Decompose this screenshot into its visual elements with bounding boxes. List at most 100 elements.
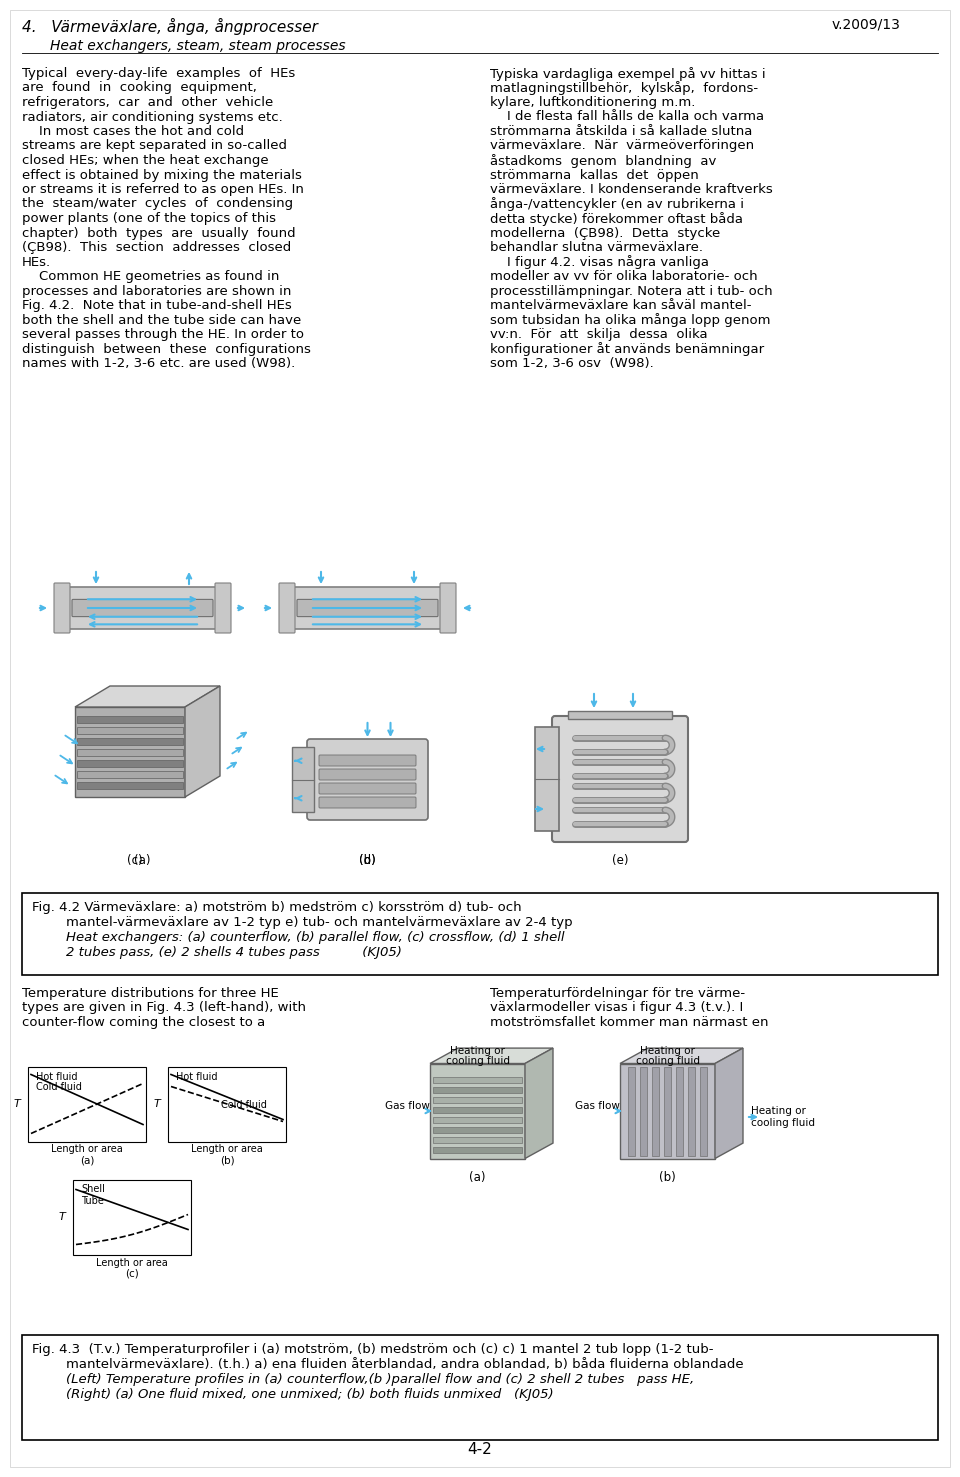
Text: Heating or: Heating or [640,1046,695,1056]
Text: Fig. 4.2.  Note that in tube-and-shell HEs: Fig. 4.2. Note that in tube-and-shell HE… [22,298,292,312]
Text: mantelvärmeväxlare). (t.h.) a) ena fluiden återblandad, andra oblandad, b) båda : mantelvärmeväxlare). (t.h.) a) ena fluid… [32,1357,744,1371]
Text: värmeväxlare. I kondenserande kraftverks: värmeväxlare. I kondenserande kraftverks [490,183,773,196]
Text: Fig. 4.2 Värmeväxlare: a) motström b) medström c) korsström d) tub- och: Fig. 4.2 Värmeväxlare: a) motström b) me… [32,901,521,914]
Polygon shape [77,761,183,767]
Text: Cold fluid: Cold fluid [221,1100,267,1111]
Bar [168,1066,286,1142]
Text: matlagningstillbehör,  kylskåp,  fordons-: matlagningstillbehör, kylskåp, fordons- [490,81,758,96]
Text: (Left) Temperature profiles in (a) counterflow,(b )parallel flow and (c) 2 shell: (Left) Temperature profiles in (a) count… [32,1374,694,1385]
FancyBboxPatch shape [54,583,70,634]
Text: 4-2: 4-2 [468,1442,492,1456]
Polygon shape [676,1066,683,1155]
Polygon shape [75,685,220,707]
Text: Gas flow: Gas flow [385,1102,430,1111]
Polygon shape [77,716,183,724]
FancyBboxPatch shape [22,894,938,975]
Text: Length or area: Length or area [96,1257,168,1267]
Polygon shape [77,738,183,744]
Text: refrigerators,  car  and  other  vehicle: refrigerators, car and other vehicle [22,96,274,109]
Text: I de flesta fall hålls de kalla och varma: I de flesta fall hålls de kalla och varm… [490,111,764,124]
Polygon shape [433,1146,522,1152]
Text: Common HE geometries as found in: Common HE geometries as found in [22,270,279,284]
Text: power plants (one of the topics of this: power plants (one of the topics of this [22,213,276,225]
Text: types are given in Fig. 4.3 (left-hand), with: types are given in Fig. 4.3 (left-hand),… [22,1001,306,1015]
Text: ånga-/vattencykler (en av rubrikerna i: ånga-/vattencykler (en av rubrikerna i [490,198,744,211]
Text: (e): (e) [612,854,628,867]
Polygon shape [77,727,183,734]
Text: Shell: Shell [81,1185,105,1195]
Text: Hot fluid: Hot fluid [36,1071,78,1081]
Polygon shape [664,1066,671,1155]
Text: are  found  in  cooking  equipment,: are found in cooking equipment, [22,81,257,95]
Polygon shape [620,1063,715,1158]
Text: cooling fluid: cooling fluid [445,1056,510,1066]
Text: effect is obtained by mixing the materials: effect is obtained by mixing the materia… [22,168,301,182]
Text: T: T [154,1099,160,1109]
Text: Fig. 4.3  (T.v.) Temperaturprofiler i (a) motström, (b) medström och (c) c) 1 ma: Fig. 4.3 (T.v.) Temperaturprofiler i (a)… [32,1343,713,1356]
FancyBboxPatch shape [319,770,416,780]
Text: cooling fluid: cooling fluid [636,1056,700,1066]
Text: counter-flow coming the closest to a: counter-flow coming the closest to a [22,1016,265,1029]
Polygon shape [640,1066,647,1155]
Text: åstadkoms  genom  blandning  av: åstadkoms genom blandning av [490,154,716,168]
Text: Typiska vardagliga exempel på vv hittas i: Typiska vardagliga exempel på vv hittas … [490,66,766,81]
FancyBboxPatch shape [22,1335,938,1440]
Polygon shape [652,1066,659,1155]
Polygon shape [628,1066,635,1155]
Polygon shape [433,1136,522,1143]
Polygon shape [77,781,183,789]
Text: (b): (b) [220,1155,234,1165]
Text: radiators, air conditioning systems etc.: radiators, air conditioning systems etc. [22,111,283,124]
Text: Heat exchangers, steam, steam processes: Heat exchangers, steam, steam processes [50,38,346,53]
Text: Cold fluid: Cold fluid [36,1083,82,1093]
Text: konfigurationer åt används benämningar: konfigurationer åt används benämningar [490,343,764,356]
Polygon shape [433,1087,522,1093]
Polygon shape [430,1063,525,1158]
Text: Length or area: Length or area [191,1145,263,1155]
Text: (b): (b) [660,1170,676,1183]
Text: Tube: Tube [81,1195,104,1205]
Text: I figur 4.2. visas några vanliga: I figur 4.2. visas några vanliga [490,256,709,269]
FancyBboxPatch shape [72,600,213,616]
Text: Heating or: Heating or [450,1046,505,1056]
Text: In most cases the hot and cold: In most cases the hot and cold [22,126,244,137]
Text: Heating or: Heating or [751,1106,805,1117]
Bar [568,710,672,719]
Bar [292,747,314,812]
Text: Temperaturfördelningar för tre värme-: Temperaturfördelningar för tre värme- [490,987,745,1000]
Text: (ÇB98).  This  section  addresses  closed: (ÇB98). This section addresses closed [22,241,291,254]
Text: modeller av vv för olika laboratorie- och: modeller av vv för olika laboratorie- oc… [490,270,757,284]
Text: som 1-2, 3-6 osv  (W98).: som 1-2, 3-6 osv (W98). [490,357,654,371]
Text: or streams it is referred to as open HEs. In: or streams it is referred to as open HEs… [22,183,304,196]
Text: Typical  every-day-life  examples  of  HEs: Typical every-day-life examples of HEs [22,66,296,80]
Polygon shape [620,1049,743,1063]
Text: processtillämpningar. Notera att i tub- och: processtillämpningar. Notera att i tub- … [490,285,773,297]
Text: 2 tubes pass, (e) 2 shells 4 tubes pass          (KJ05): 2 tubes pass, (e) 2 shells 4 tubes pass … [32,945,402,959]
Polygon shape [75,707,185,798]
Text: Heat exchangers: (a) counterflow, (b) parallel flow, (c) crossflow, (d) 1 shell: Heat exchangers: (a) counterflow, (b) pa… [32,931,564,944]
Text: mantel-värmeväxlare av 1-2 typ e) tub- och mantelvärmeväxlare av 2-4 typ: mantel-värmeväxlare av 1-2 typ e) tub- o… [32,916,572,929]
Text: (c): (c) [127,854,143,867]
Text: vv:n.  För  att  skilja  dessa  olika: vv:n. För att skilja dessa olika [490,328,708,341]
FancyBboxPatch shape [297,600,438,616]
Text: växlarmodeller visas i figur 4.3 (t.v.). I: växlarmodeller visas i figur 4.3 (t.v.).… [490,1001,743,1015]
Text: (a): (a) [134,854,151,867]
Text: (d): (d) [359,854,376,867]
Text: v.2009/13: v.2009/13 [831,18,900,32]
FancyBboxPatch shape [319,783,416,795]
Text: modellerna  (ÇB98).  Detta  stycke: modellerna (ÇB98). Detta stycke [490,226,720,239]
Text: mantelvärmeväxlare kan såväl mantel-: mantelvärmeväxlare kan såväl mantel- [490,298,752,312]
FancyBboxPatch shape [319,798,416,808]
Text: names with 1-2, 3-6 etc. are used (W98).: names with 1-2, 3-6 etc. are used (W98). [22,357,296,371]
Text: Hot fluid: Hot fluid [176,1071,218,1081]
Text: processes and laboratories are shown in: processes and laboratories are shown in [22,285,292,297]
Text: chapter)  both  types  are  usually  found: chapter) both types are usually found [22,226,296,239]
Text: motströmsfallet kommer man närmast en: motströmsfallet kommer man närmast en [490,1016,769,1029]
Bar [28,1066,146,1142]
Text: Gas flow: Gas flow [575,1102,620,1111]
Text: HEs.: HEs. [22,256,51,269]
Text: closed HEs; when the heat exchange: closed HEs; when the heat exchange [22,154,269,167]
Polygon shape [700,1066,707,1155]
Polygon shape [433,1077,522,1083]
Text: strömmarna  kallas  det  öppen: strömmarna kallas det öppen [490,168,699,182]
